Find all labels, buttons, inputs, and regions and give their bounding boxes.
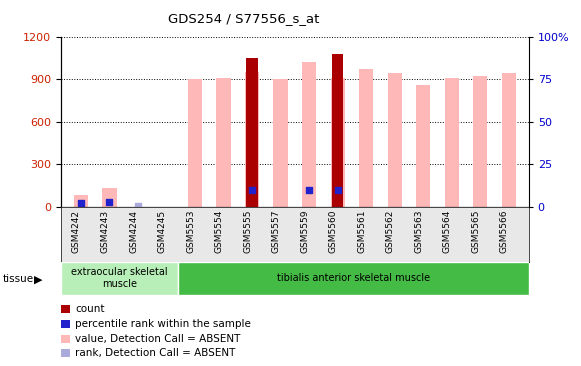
Text: GSM4245: GSM4245	[157, 209, 167, 253]
Text: ▶: ▶	[34, 274, 42, 284]
Bar	[302, 62, 316, 207]
Text: tissue: tissue	[3, 274, 34, 284]
Bar	[246, 58, 258, 207]
Bar	[102, 188, 117, 207]
Bar	[61, 262, 178, 295]
Text: GSM5559: GSM5559	[300, 209, 309, 253]
Text: GSM5553: GSM5553	[186, 209, 195, 253]
Bar	[444, 78, 459, 207]
Text: GSM5555: GSM5555	[243, 209, 252, 253]
Point	[333, 187, 342, 193]
Bar	[416, 85, 431, 207]
Text: GSM5561: GSM5561	[357, 209, 366, 253]
Bar	[274, 79, 288, 207]
Bar	[217, 78, 231, 207]
Point	[248, 187, 257, 193]
Text: GSM5554: GSM5554	[214, 209, 224, 253]
Text: percentile rank within the sample: percentile rank within the sample	[75, 319, 251, 329]
Text: count: count	[75, 304, 105, 314]
Text: GSM5566: GSM5566	[500, 209, 509, 253]
Text: tibialis anterior skeletal muscle: tibialis anterior skeletal muscle	[277, 273, 430, 283]
Text: GSM5560: GSM5560	[329, 209, 338, 253]
Text: GSM4243: GSM4243	[101, 209, 109, 253]
Bar	[473, 76, 487, 207]
Text: GSM5557: GSM5557	[271, 209, 281, 253]
Bar	[74, 195, 88, 207]
Bar	[359, 69, 373, 207]
Bar	[332, 53, 343, 207]
Text: GSM4244: GSM4244	[129, 209, 138, 253]
Text: rank, Detection Call = ABSENT: rank, Detection Call = ABSENT	[75, 348, 235, 358]
Text: GDS254 / S77556_s_at: GDS254 / S77556_s_at	[168, 12, 320, 25]
Text: GSM5565: GSM5565	[471, 209, 480, 253]
Bar	[245, 72, 259, 207]
Text: value, Detection Call = ABSENT: value, Detection Call = ABSENT	[75, 333, 241, 344]
Point	[105, 199, 114, 205]
Text: GSM4242: GSM4242	[72, 209, 81, 253]
Text: GSM5564: GSM5564	[443, 209, 451, 253]
Text: GSM5562: GSM5562	[386, 209, 394, 253]
Point	[304, 187, 314, 193]
Point	[134, 203, 143, 209]
Point	[76, 200, 85, 206]
Bar	[178, 262, 529, 295]
Text: GSM5563: GSM5563	[414, 209, 423, 253]
Text: extraocular skeletal
muscle: extraocular skeletal muscle	[71, 267, 168, 289]
Bar	[188, 79, 202, 207]
Bar	[388, 74, 402, 207]
Bar	[331, 78, 345, 207]
Bar	[501, 74, 516, 207]
